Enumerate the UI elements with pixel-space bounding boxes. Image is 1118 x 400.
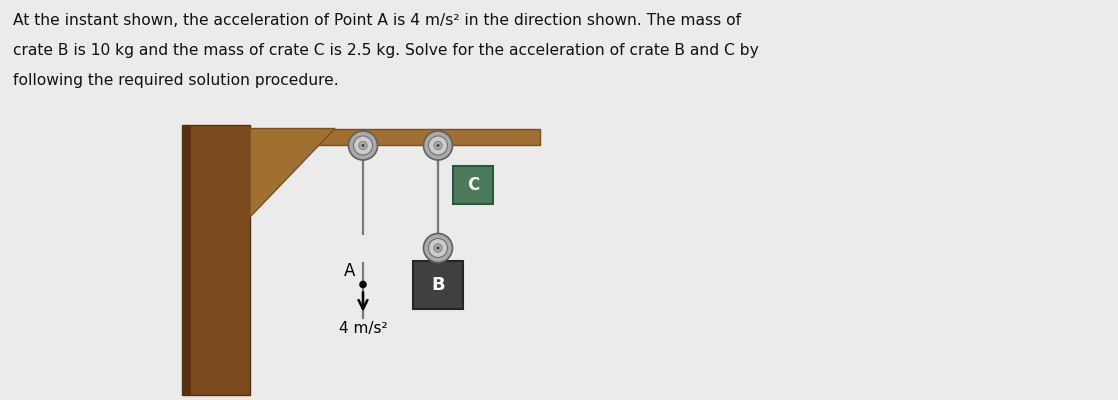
Bar bbox=[182, 125, 191, 395]
Bar bbox=[182, 125, 250, 395]
Circle shape bbox=[434, 141, 443, 150]
Text: C: C bbox=[467, 176, 480, 194]
Circle shape bbox=[424, 234, 453, 262]
Circle shape bbox=[359, 281, 367, 288]
Text: crate B is 10 kg and the mass of crate C is 2.5 kg. Solve for the acceleration o: crate B is 10 kg and the mass of crate C… bbox=[13, 43, 759, 58]
Circle shape bbox=[361, 144, 364, 147]
Circle shape bbox=[428, 238, 447, 258]
Bar bbox=[250, 128, 540, 145]
Circle shape bbox=[436, 246, 439, 250]
Text: A: A bbox=[343, 262, 356, 280]
Circle shape bbox=[353, 136, 372, 155]
Text: B: B bbox=[432, 276, 445, 294]
Circle shape bbox=[359, 141, 367, 150]
Text: following the required solution procedure.: following the required solution procedur… bbox=[13, 73, 339, 88]
Circle shape bbox=[424, 131, 453, 160]
Text: 4 m/s²: 4 m/s² bbox=[339, 322, 387, 336]
Polygon shape bbox=[250, 128, 335, 217]
Bar bbox=[413, 261, 463, 309]
Bar bbox=[436, 243, 440, 252]
Circle shape bbox=[436, 144, 439, 147]
Bar bbox=[361, 138, 366, 145]
Circle shape bbox=[349, 131, 378, 160]
Circle shape bbox=[434, 244, 443, 252]
Circle shape bbox=[428, 136, 447, 155]
Bar bbox=[453, 166, 493, 204]
Bar bbox=[436, 138, 440, 145]
Text: At the instant shown, the acceleration of Point A is 4 m/s² in the direction sho: At the instant shown, the acceleration o… bbox=[13, 13, 741, 28]
